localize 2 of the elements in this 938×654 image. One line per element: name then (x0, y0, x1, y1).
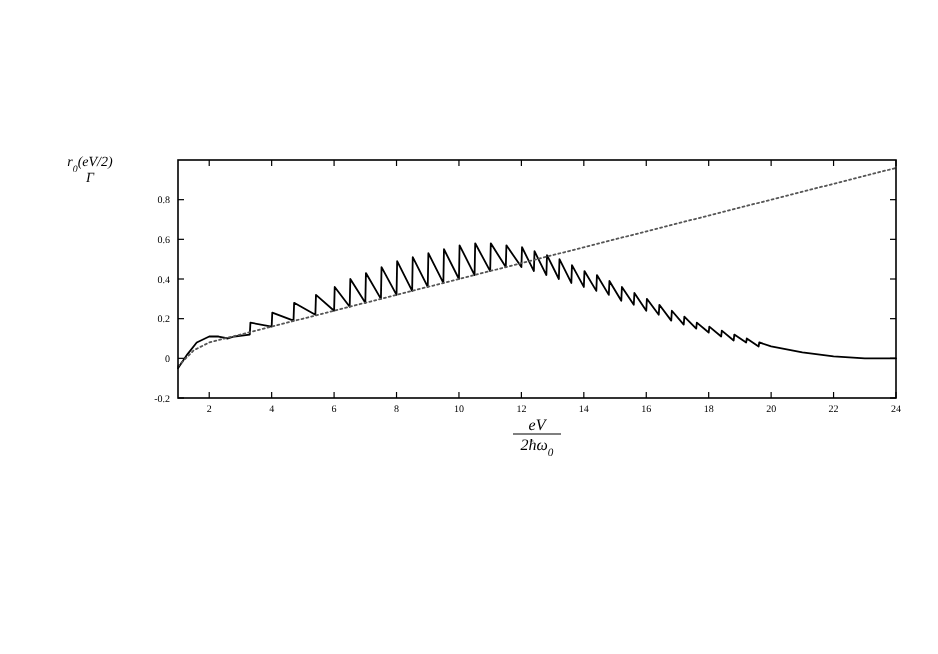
x-axis-title: eV 2ħω$_{0}$ (520, 416, 554, 460)
line-series (177, 167, 897, 368)
